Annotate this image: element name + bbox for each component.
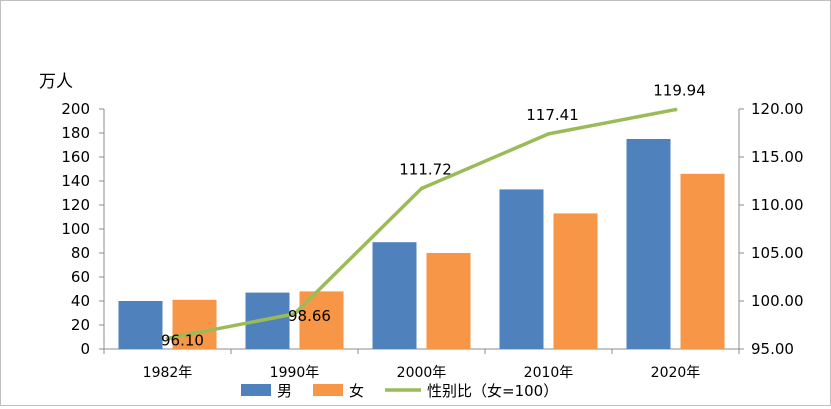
bar-female — [426, 253, 471, 349]
sex-ratio-point — [546, 132, 551, 136]
bar-male — [626, 139, 671, 349]
bar-male — [499, 189, 544, 349]
left-tick-label: 120 — [61, 196, 90, 214]
x-tick-label: 1990年 — [270, 365, 320, 381]
right-tick-label: 110.00 — [751, 196, 804, 214]
data-labels: 96.10 98.66 111.72 117.41 119.94 — [161, 82, 706, 350]
left-tick-label: 160 — [61, 148, 90, 166]
sex-ratio-data-label: 117.41 — [526, 106, 579, 124]
sex-ratio-data-label: 119.94 — [653, 82, 706, 100]
sex-ratio-line-segment — [292, 186, 424, 316]
legend: 男 女 性别比（女=100） — [241, 382, 558, 400]
right-tick-label: 105.00 — [751, 244, 804, 262]
left-tick-label: 180 — [61, 124, 90, 142]
sex-ratio-point — [165, 336, 170, 341]
right-tick-label: 120.00 — [751, 100, 804, 118]
sex-ratio-point — [419, 186, 424, 191]
right-tick-label: 115.00 — [751, 148, 804, 166]
sex-ratio-line-segment — [419, 132, 551, 191]
right-tick-label: 100.00 — [751, 292, 804, 310]
legend-swatch-female — [313, 384, 343, 396]
bar-female — [172, 299, 217, 349]
left-tick-label: 20 — [71, 316, 90, 334]
x-tick-label: 2000年 — [397, 365, 447, 381]
y-axis-unit: 万人 — [39, 72, 73, 92]
sex-ratio-line-segment — [546, 107, 678, 136]
legend-swatch-male — [241, 384, 271, 396]
left-tick-label: 40 — [71, 292, 90, 310]
bar-female — [680, 173, 725, 349]
bars — [118, 139, 725, 349]
legend-label-sex-ratio: 性别比（女=100） — [427, 382, 558, 400]
x-tick-label: 2020年 — [651, 365, 701, 381]
sex-ratio-data-label: 98.66 — [288, 307, 331, 325]
sex-ratio-line-segment — [165, 312, 297, 341]
sex-ratio-data-label: 111.72 — [399, 160, 452, 178]
legend-label-male: 男 — [277, 382, 292, 400]
axes: 0 20 40 60 80 100 120 140 160 180 200 95.00 100.00 10… — [61, 100, 803, 381]
left-tick-label: 100 — [61, 220, 90, 238]
bar-male — [372, 242, 417, 349]
sex-ratio-point — [292, 312, 297, 316]
left-tick-label: 200 — [61, 100, 90, 118]
bar-female — [553, 213, 598, 349]
x-tick-label: 1982年 — [143, 365, 193, 381]
left-tick-label: 140 — [61, 172, 90, 190]
right-tick-label: 95.00 — [751, 340, 794, 358]
left-tick-label: 60 — [71, 268, 90, 286]
sex-ratio-data-label: 96.10 — [161, 331, 204, 349]
x-tick-label: 2010年 — [524, 365, 574, 381]
sex-ratio-point — [673, 107, 678, 112]
sex-ratio-line-layer — [165, 107, 678, 341]
legend-label-female: 女 — [349, 382, 364, 400]
bar-male — [118, 301, 163, 349]
left-tick-label: 80 — [71, 244, 90, 262]
left-tick-label: 0 — [80, 340, 90, 358]
